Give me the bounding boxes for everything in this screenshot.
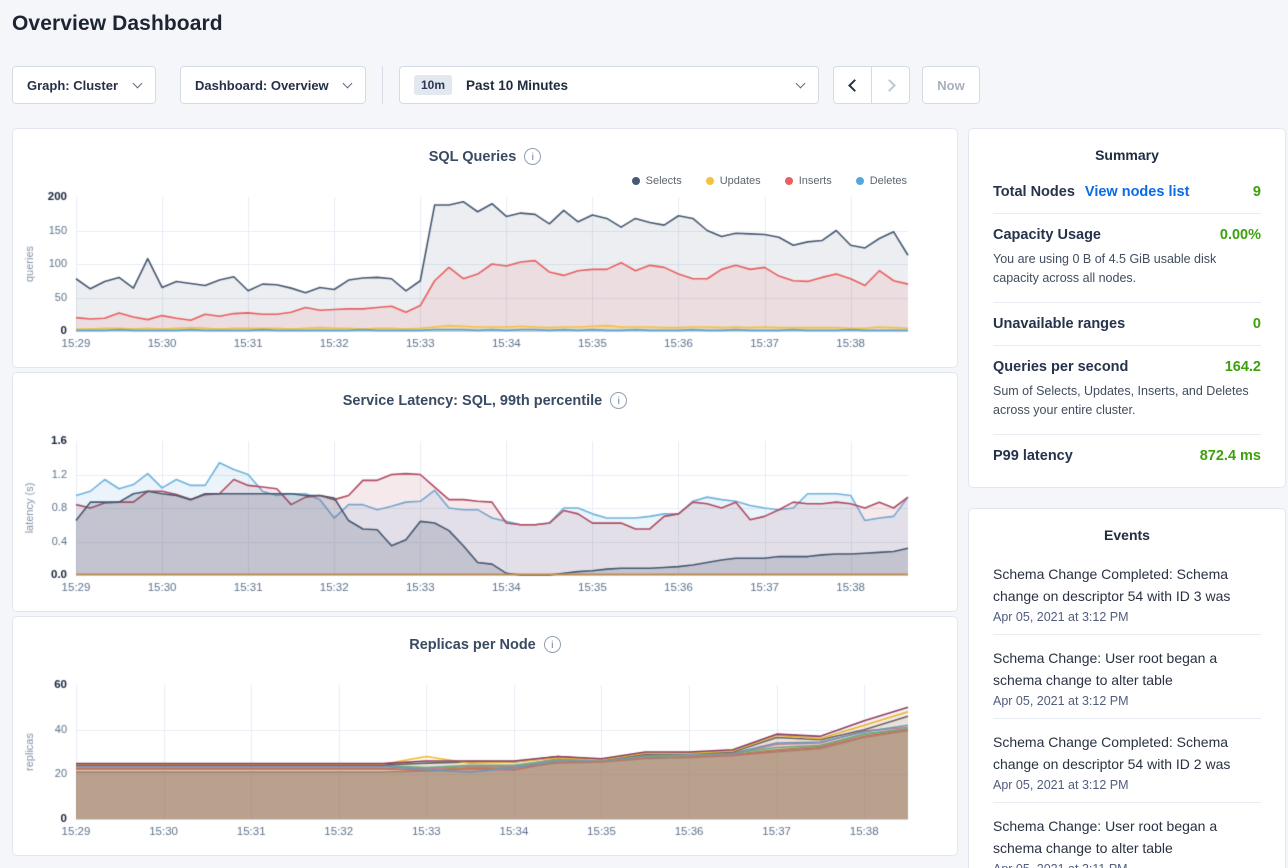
summary-row-capacity-usage: Capacity Usage 0.00% You are using 0 B o… (993, 213, 1261, 302)
event-timestamp: Apr 05, 2021 at 3:12 PM (993, 609, 1129, 624)
time-range-picker[interactable]: 10m Past 10 Minutes (399, 66, 819, 104)
legend-item[interactable]: Inserts (784, 175, 832, 187)
charts-column: SQL Queries i Selects Updates Inserts Delet… (12, 128, 958, 860)
chart-title: Service Latency: SQL, 99th percentile i (13, 392, 957, 409)
legend-dot-icon (705, 177, 714, 185)
summary-value: 164.2 (1224, 358, 1261, 375)
service-latency-chart-card: Service Latency: SQL, 99th percentile i (12, 372, 958, 612)
prev-time-button[interactable] (833, 66, 872, 104)
summary-panel: Summary Total Nodes View nodes list 9 Ca… (968, 128, 1286, 488)
event-timestamp: Apr 05, 2021 at 3:12 PM (993, 777, 1129, 792)
summary-description: Sum of Selects, Updates, Inserts, and De… (993, 383, 1249, 418)
page-title: Overview Dashboard (12, 12, 223, 35)
info-icon[interactable]: i (543, 636, 561, 653)
graph-dropdown-label: Graph: Cluster (27, 77, 119, 93)
chevron-down-icon (132, 78, 143, 88)
next-time-button[interactable] (871, 66, 910, 104)
service-latency-chart[interactable] (14, 431, 958, 609)
chart-title: Replicas per Node i (13, 636, 957, 653)
legend-label: Selects (645, 175, 682, 187)
events-panel: Events Schema Change Completed: Schema c… (968, 507, 1286, 868)
side-column: Summary Total Nodes View nodes list 9 Ca… (968, 128, 1286, 868)
summary-value: 0.00% (1219, 227, 1261, 243)
summary-label: Queries per second (993, 358, 1129, 375)
legend-label: Updates (719, 175, 761, 187)
chart-title-text: Replicas per Node (409, 636, 536, 653)
time-window-label: Past 10 Minutes (466, 77, 569, 93)
replicas-per-node-chart-card: Replicas per Node i (12, 616, 958, 856)
summary-label: Total Nodes (993, 184, 1075, 200)
view-nodes-link[interactable]: View nodes list (1084, 184, 1190, 200)
event-item: Schema Change Completed: Schema change o… (993, 551, 1261, 634)
event-item: Schema Change Completed: Schema change o… (993, 717, 1261, 802)
replicas-per-node-chart[interactable] (14, 675, 958, 853)
summary-row-unavailable-ranges: Unavailable ranges 0 (993, 301, 1261, 345)
summary-row-total-nodes: Total Nodes View nodes list 9 (993, 171, 1261, 213)
toolbar: Graph: Cluster Dashboard: Overview 10m P… (12, 66, 980, 104)
summary-value: 9 (1252, 184, 1261, 200)
event-text: Schema Change: User root began a schema … (993, 649, 1218, 688)
event-timestamp: Apr 05, 2021 at 3:11 PM (993, 862, 1261, 868)
summary-description: You are using 0 B of 4.5 GiB usable disk… (993, 252, 1217, 286)
chevron-left-icon (847, 78, 861, 92)
summary-title: Summary (1095, 147, 1159, 163)
legend-label: Deletes (869, 175, 907, 187)
event-text: Schema Change Completed: Schema change o… (993, 733, 1231, 772)
toolbar-divider (382, 66, 383, 104)
chart-title: SQL Queries i (13, 148, 957, 165)
info-icon[interactable]: i (610, 392, 628, 409)
summary-row-queries-per-second: Queries per second 164.2 Sum of Selects,… (993, 344, 1261, 434)
event-text: Schema Change: User root began a schema … (993, 817, 1218, 856)
legend-item[interactable]: Selects (631, 175, 682, 187)
summary-row-p99-latency: P99 latency 872.4 ms (993, 433, 1261, 477)
chevron-right-icon (882, 78, 896, 92)
chevron-down-icon (795, 78, 806, 88)
legend-dot-icon (855, 177, 864, 185)
sql-queries-chart-card: SQL Queries i Selects Updates Inserts Delet… (12, 128, 958, 368)
legend-dot-icon (784, 177, 793, 185)
chart-legend: Selects Updates Inserts Deletes (631, 175, 907, 187)
dashboard-dropdown-label: Dashboard: Overview (195, 77, 329, 93)
graph-dropdown[interactable]: Graph: Cluster (12, 66, 156, 104)
event-item: Schema Change: User root began a schema … (993, 801, 1261, 868)
sql-queries-chart[interactable] (14, 187, 958, 365)
summary-label: Unavailable ranges (993, 315, 1126, 332)
summary-label: Capacity Usage (993, 227, 1101, 243)
dashboard-dropdown[interactable]: Dashboard: Overview (180, 66, 366, 104)
event-text: Schema Change Completed: Schema change o… (993, 565, 1231, 604)
event-item: Schema Change: User root began a schema … (993, 633, 1261, 718)
legend-label: Inserts (798, 175, 832, 187)
now-button[interactable]: Now (922, 66, 980, 104)
chevron-down-icon (342, 78, 353, 88)
summary-value: 0 (1252, 315, 1261, 332)
chart-title-text: SQL Queries (428, 148, 517, 165)
time-window-badge: 10m (414, 75, 453, 95)
summary-label: P99 latency (993, 447, 1073, 464)
time-nav-group (833, 66, 910, 104)
legend-item[interactable]: Updates (705, 175, 761, 187)
info-icon[interactable]: i (524, 148, 542, 165)
legend-item[interactable]: Deletes (855, 175, 907, 187)
summary-value: 872.4 ms (1199, 447, 1261, 464)
chart-title-text: Service Latency: SQL, 99th percentile (342, 392, 603, 409)
events-title: Events (1104, 526, 1150, 543)
legend-dot-icon (631, 177, 640, 185)
event-timestamp: Apr 05, 2021 at 3:12 PM (993, 693, 1129, 708)
